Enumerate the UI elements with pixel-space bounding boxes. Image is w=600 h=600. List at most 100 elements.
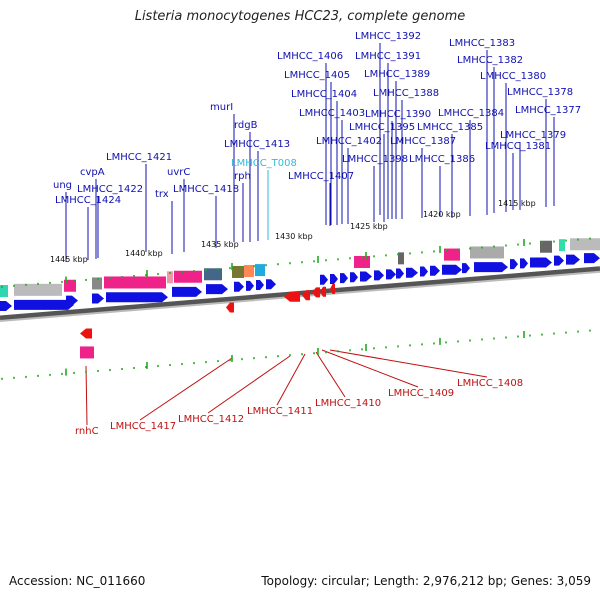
gene-label: LMHCC_1422 (77, 184, 143, 195)
forward-gene-arrow (430, 265, 440, 276)
forward-gene-arrow (266, 279, 276, 290)
forward-gene-arrow (234, 281, 244, 292)
forward-gene-arrow (474, 262, 508, 273)
feature-block (570, 238, 600, 251)
forward-gene-arrow (246, 280, 254, 291)
gene-label: LMHCC_1377 (515, 105, 581, 116)
forward-gene-arrow (92, 293, 104, 304)
gene-label: LMHCC_1417 (110, 421, 176, 432)
gene-label: LMHCC_1389 (364, 69, 430, 80)
feature-block (444, 248, 460, 261)
tick-label: 1440 kbp (125, 249, 163, 258)
leader-line (139, 357, 233, 421)
leader-line (276, 353, 306, 406)
feature-block (14, 283, 62, 296)
genome-summary-text: Topology: circular; Length: 2,976,212 bp… (261, 574, 591, 588)
feature-block (174, 270, 202, 283)
gene-label: LMHCC_1418 (173, 184, 239, 195)
gene-label: LMHCC_1402 (316, 136, 382, 147)
leader-line (85, 365, 88, 426)
leader-lines (65, 43, 555, 426)
tick-label: 1420 kbp (423, 210, 461, 219)
leader-line (329, 349, 488, 378)
gene-label: LMHCC_1382 (457, 55, 523, 66)
gene-label: rnhC (75, 426, 99, 437)
gene-label: LMHCC_1381 (485, 141, 551, 152)
gene-label: LMHCC_1405 (284, 70, 350, 81)
forward-gene-arrow (386, 269, 396, 280)
gene-label: LMHCC_1407 (288, 171, 354, 182)
reverse-gene-arrow (330, 283, 335, 294)
gene-label: LMHCC_1391 (355, 51, 421, 62)
gene-label: LMHCC_1385 (417, 122, 483, 133)
feature-block (104, 276, 166, 289)
forward-gene-arrow (584, 253, 600, 264)
forward-gene-arrow (360, 271, 372, 282)
feature-block (244, 264, 254, 277)
reverse-gene-arrow (320, 286, 326, 297)
gene-label: LMHCC_1395 (349, 122, 415, 133)
forward-gene-arrow (406, 267, 418, 278)
feature-block (255, 264, 265, 277)
diagram-title: Listeria monocytogenes HCC23, complete g… (134, 9, 466, 24)
forward-gene-arrow (396, 268, 404, 279)
gene-label: rdgB (234, 120, 258, 131)
forward-gene-arrow (374, 270, 384, 281)
gene-label: LMHCC_1392 (355, 31, 421, 42)
feature-block (64, 279, 76, 292)
accession-text: Accession: NC_011660 (9, 574, 146, 588)
gene-label: LMHCC_1403 (299, 108, 365, 119)
forward-gene-arrow (462, 263, 470, 274)
gene-label: LMHCC_1388 (373, 88, 439, 99)
feature-block (398, 252, 404, 265)
forward-gene-arrow (442, 264, 462, 275)
gene-label: murI (210, 102, 233, 113)
gene-label: LMHCC_1421 (106, 152, 172, 163)
feature-block (167, 271, 173, 284)
forward-gene-arrow (340, 273, 348, 284)
feature-block (80, 346, 94, 359)
gene-label: LMHCC_1398 (342, 154, 408, 165)
reverse-gene-arrow (312, 287, 320, 298)
gene-label: trx (155, 189, 169, 200)
feature-block (92, 277, 102, 290)
gene-label: LMHCC_T008 (231, 158, 297, 169)
gene-label: LMHCC_1412 (178, 414, 244, 425)
gene-label: LMHCC_1408 (457, 378, 523, 389)
forward-gene-arrow (420, 266, 428, 277)
gene-label: LMHCC_1406 (277, 51, 343, 62)
forward-gene-arrow (510, 259, 518, 270)
gene-label: LMHCC_1378 (507, 87, 573, 98)
leader-line (207, 355, 291, 414)
tick-label: 1415 kbp (498, 199, 536, 208)
tick-label: 1425 kbp (350, 222, 388, 231)
gene-label: LMHCC_1390 (365, 109, 431, 120)
forward-gene-arrow (172, 286, 202, 297)
leader-line (315, 351, 346, 398)
forward-gene-arrow (330, 273, 338, 284)
feature-block (232, 265, 244, 278)
gene-label: LMHCC_1413 (224, 139, 290, 150)
feature-block (354, 255, 370, 268)
reverse-gene-arrow (284, 291, 300, 302)
forward-gene-arrow (206, 284, 228, 295)
tick-label: 1445 kbp (50, 255, 88, 264)
gene-label: LMHCC_1379 (500, 130, 566, 141)
tick-label: 1435 kbp (201, 240, 239, 249)
forward-gene-arrow (320, 274, 328, 285)
reverse-gene-arrow (80, 328, 92, 339)
gene-label: LMHCC_1404 (291, 89, 357, 100)
gene-label: LMHCC_1386 (409, 154, 475, 165)
forward-gene-arrow (66, 295, 78, 306)
forward-gene-arrow (256, 280, 264, 291)
tick-label: 1430 kbp (275, 232, 313, 241)
gene-label: LMHCC_1383 (449, 38, 515, 49)
leader-line (321, 349, 419, 388)
forward-gene-arrow (520, 258, 528, 269)
gene-labels: 1445 kbp 1440 kbp 1435 kbp 1430 kbp 1425 kbp… (50, 31, 581, 437)
reverse-gene-arrow (302, 290, 310, 301)
gene-label: cvpA (80, 167, 105, 178)
feature-block (559, 239, 565, 252)
forward-gene-arrow (106, 292, 168, 303)
